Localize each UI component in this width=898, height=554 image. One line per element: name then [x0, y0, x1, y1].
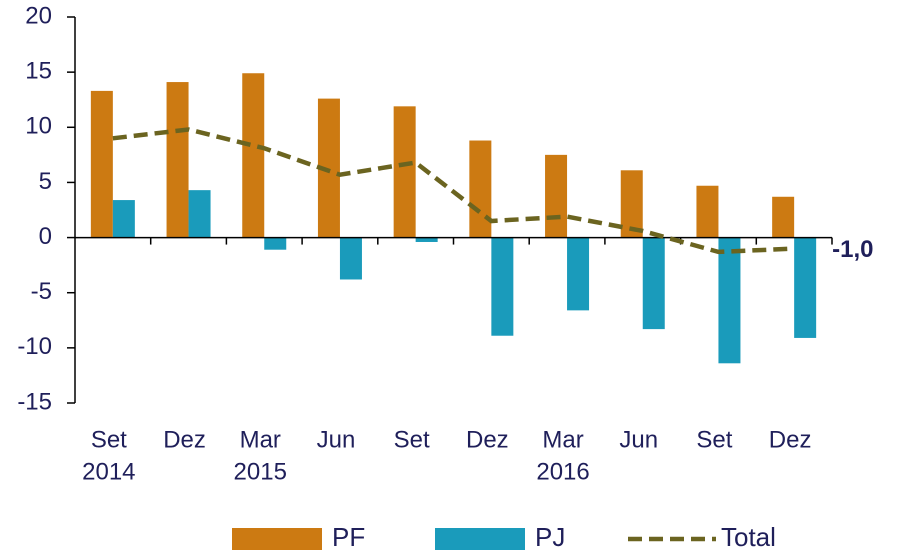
y-tick-label: -10	[17, 333, 52, 360]
legend-swatch	[232, 528, 322, 550]
bar	[339, 237, 362, 280]
y-tick-label: 10	[25, 113, 52, 140]
bar	[415, 237, 438, 242]
bar	[242, 73, 265, 238]
x-tick-label: Mar	[240, 426, 281, 453]
bar	[491, 237, 514, 336]
bar	[317, 98, 340, 238]
bar	[264, 237, 287, 250]
bar	[642, 237, 665, 330]
bar	[90, 90, 113, 238]
data-label: -1,0	[832, 236, 873, 263]
x-tick-label: Set	[394, 426, 430, 453]
bar	[718, 237, 741, 364]
y-tick-label: 20	[25, 2, 52, 29]
bar	[696, 185, 719, 238]
x-tick-label: Dez	[163, 426, 206, 453]
x-tick-label: 2014	[82, 458, 135, 485]
legend-label: Total	[721, 522, 776, 552]
bar	[393, 106, 416, 238]
bar	[545, 154, 568, 238]
bar	[166, 82, 189, 238]
bar	[469, 140, 492, 238]
y-tick-label: 0	[39, 223, 52, 250]
y-tick-label: -5	[31, 278, 52, 305]
legend-swatch	[435, 528, 525, 550]
legend-label: PJ	[535, 522, 565, 552]
bar	[188, 190, 211, 238]
x-tick-label: 2016	[536, 458, 589, 485]
bar	[112, 200, 135, 238]
x-tick-label: 2015	[234, 458, 287, 485]
x-tick-label: Set	[91, 426, 127, 453]
x-tick-label: Dez	[466, 426, 509, 453]
x-tick-label: Jun	[619, 426, 658, 453]
bar	[620, 170, 643, 238]
bar	[567, 237, 590, 311]
x-tick-label: Set	[696, 426, 732, 453]
x-tick-label: Jun	[317, 426, 356, 453]
legend-label: PF	[332, 522, 365, 552]
y-tick-label: -15	[17, 388, 52, 415]
x-tick-label: Mar	[542, 426, 583, 453]
bar	[772, 196, 795, 238]
x-tick-label: Dez	[769, 426, 812, 453]
bar	[794, 237, 817, 338]
line	[112, 127, 795, 255]
y-tick-label: 5	[39, 168, 52, 195]
y-tick-label: 15	[25, 57, 52, 84]
